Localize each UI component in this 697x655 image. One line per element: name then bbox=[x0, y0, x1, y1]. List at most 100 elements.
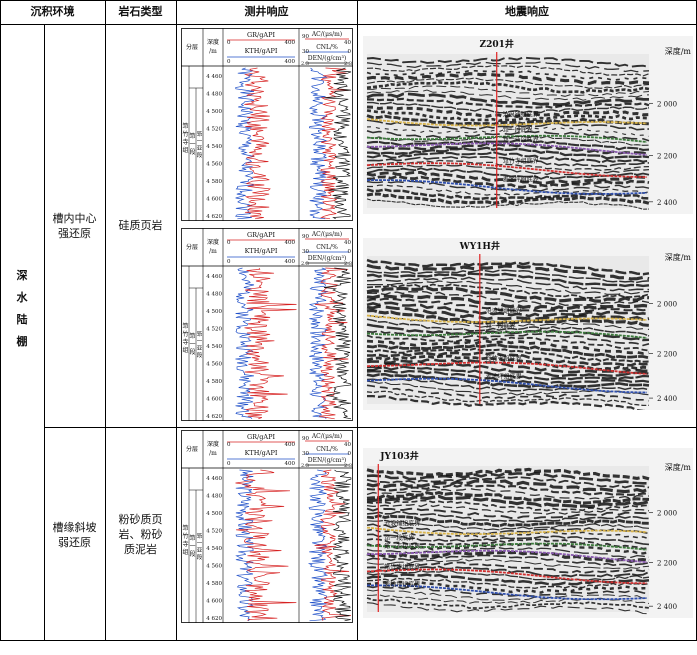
horizon-line bbox=[366, 377, 648, 394]
horizon-label: 沧浪铺组底界 bbox=[503, 111, 539, 119]
seismic-reflection bbox=[367, 146, 650, 160]
depth-tick: 4 460 bbox=[206, 476, 222, 482]
seismic-reflection bbox=[367, 184, 650, 196]
seismic-reflection bbox=[366, 390, 650, 407]
den-curve bbox=[332, 469, 352, 622]
gr-curve bbox=[235, 469, 297, 621]
horizon-label: 筇一亚段底界 bbox=[503, 135, 539, 143]
seismic-reflection bbox=[366, 109, 650, 123]
seismic-reflection bbox=[366, 276, 650, 292]
seismic-reflection bbox=[366, 258, 650, 276]
kth-curve bbox=[235, 267, 255, 420]
seismic-reflection bbox=[366, 198, 650, 210]
horizon-line bbox=[366, 314, 648, 323]
seismic-reflection bbox=[366, 573, 650, 586]
depth-tick: 4 540 bbox=[206, 546, 222, 552]
seismic-reflection bbox=[366, 114, 650, 126]
ac-min: 90 bbox=[302, 234, 309, 240]
seismic-reflection bbox=[366, 329, 650, 347]
seismic-reflection bbox=[366, 565, 650, 578]
depth-axis-label: 深度/m bbox=[665, 46, 692, 56]
cnl-curve bbox=[307, 469, 329, 622]
formation-label: 寺 bbox=[182, 338, 188, 346]
seismic-reflection bbox=[366, 119, 650, 131]
seismic-reflection bbox=[366, 286, 650, 303]
seismic-reflection bbox=[366, 380, 650, 396]
depth-tick: 4 460 bbox=[206, 274, 222, 280]
kth-max: 400 bbox=[285, 461, 296, 467]
member-label: 筇 bbox=[189, 332, 195, 340]
horizon-line bbox=[366, 134, 648, 143]
den-label: DEN/(g/cm³) bbox=[308, 457, 346, 464]
seismic-reflection bbox=[366, 85, 650, 97]
header-seismic-response: 地震响应 bbox=[505, 5, 549, 18]
submember-label: 一 bbox=[197, 541, 203, 547]
seismic-reflection bbox=[366, 167, 650, 180]
depth-tick-label: 2 200 bbox=[657, 351, 677, 359]
seismic-reflection bbox=[366, 297, 650, 313]
kth-label: KTH/gAPI bbox=[245, 449, 278, 457]
well-name: JY103井 bbox=[379, 450, 418, 462]
ac-label: AC/(μs/m) bbox=[311, 231, 342, 238]
formation-label: 筇 bbox=[182, 122, 188, 130]
log-border bbox=[181, 228, 353, 421]
submember-label: 亚 bbox=[197, 145, 203, 152]
log-col-depth: 深度 bbox=[207, 440, 219, 448]
den-label: DEN/(g/cm³) bbox=[308, 255, 346, 262]
horizon-line bbox=[366, 330, 648, 339]
gr-min: 0 bbox=[227, 442, 231, 448]
formation-label: 组 bbox=[182, 346, 188, 354]
member-label: 一 bbox=[189, 341, 195, 348]
cnl-min: 30 bbox=[302, 451, 309, 457]
log-col-depth-unit: /m bbox=[209, 48, 217, 55]
kth-curve bbox=[234, 67, 255, 220]
seismic-reflection bbox=[366, 151, 650, 164]
den-max: 2.8 bbox=[344, 463, 352, 469]
horizon-label: 沧浪铺组底界 bbox=[486, 307, 522, 315]
seismic-reflection bbox=[366, 358, 649, 374]
seismic-reflection bbox=[366, 77, 650, 89]
depth-tick: 4 540 bbox=[206, 344, 222, 350]
log-col-layer: 分层 bbox=[186, 43, 198, 51]
cnl-min: 30 bbox=[302, 49, 309, 55]
seismic-reflection bbox=[366, 494, 650, 509]
seismic-reflection bbox=[366, 533, 650, 546]
seismic-reflection bbox=[366, 561, 650, 574]
seismic-reflection bbox=[366, 294, 650, 311]
horizon-label: 筇一段底界 bbox=[486, 322, 516, 330]
log-col-depth: 深度 bbox=[207, 38, 219, 46]
kth-curve bbox=[235, 469, 254, 622]
seismic-reflection bbox=[366, 188, 650, 201]
den-curve bbox=[324, 67, 352, 220]
cnl-curve bbox=[308, 267, 329, 419]
seismic-reflection bbox=[366, 334, 650, 352]
depth-tick: 4 480 bbox=[206, 92, 222, 98]
submember-label: 筇 bbox=[197, 330, 203, 338]
depth-tick: 4 600 bbox=[206, 397, 222, 403]
depth-tick: 4 580 bbox=[206, 379, 222, 385]
seismic-reflection bbox=[366, 484, 650, 496]
seismic-reflection bbox=[366, 159, 650, 172]
gr-curve bbox=[244, 267, 297, 420]
depth-tick-label: 2 000 bbox=[657, 300, 677, 308]
submember-label: 筇 bbox=[197, 130, 203, 138]
ac-min: 90 bbox=[302, 436, 309, 442]
seismic-reflection bbox=[366, 528, 650, 540]
seismic-reflection bbox=[366, 263, 650, 281]
kth-min: 0 bbox=[227, 259, 231, 265]
horizon-line bbox=[367, 584, 648, 601]
depth-tick-label: 2 200 bbox=[657, 153, 677, 161]
formation-label: 组 bbox=[182, 548, 188, 556]
cnl-label: CNL/% bbox=[316, 446, 338, 453]
seismic-reflection bbox=[366, 164, 650, 176]
seismic-reflection bbox=[366, 491, 650, 505]
den-min: 2.3 bbox=[301, 463, 309, 469]
den-curve bbox=[323, 267, 352, 420]
submember-label: 筇 bbox=[197, 532, 203, 540]
seismic-reflection bbox=[366, 550, 650, 564]
seismic-reflection bbox=[366, 135, 650, 146]
depth-tick: 4 560 bbox=[206, 362, 222, 368]
seismic-reflection bbox=[367, 280, 650, 295]
seismic-reflection bbox=[366, 570, 650, 581]
seismic-reflection bbox=[366, 523, 650, 535]
